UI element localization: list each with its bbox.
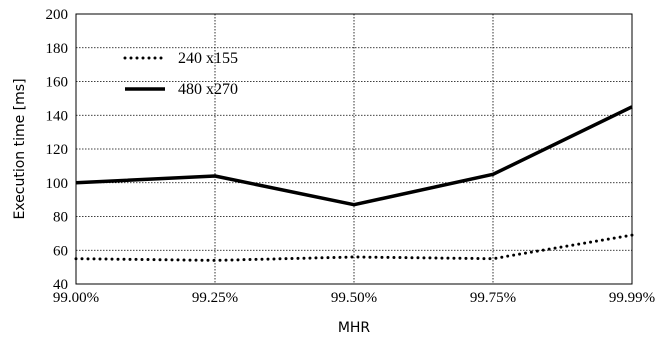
grid-lines	[76, 14, 632, 284]
y-tick-label: 180	[46, 41, 69, 57]
y-tick-label: 40	[53, 277, 68, 293]
y-tick-label: 60	[53, 243, 68, 259]
x-tick-label: 99.50%	[331, 290, 377, 306]
x-tick-label: 99.75%	[470, 290, 516, 306]
y-tick-label: 100	[46, 176, 69, 192]
x-tick-label: 99.99%	[609, 290, 655, 306]
x-tick-label: 99.25%	[192, 290, 238, 306]
legend: 240 x155 480 x270	[123, 50, 238, 98]
x-tick-label: 99.00%	[53, 290, 99, 306]
y-tick-label: 80	[53, 210, 68, 226]
plot-frame	[75, 13, 633, 285]
y-axis-title: Execution time [ms]	[12, 78, 28, 219]
series-line-2	[75, 105, 633, 207]
axis-ticks: 40 60 80 100 120 140 160 180 200 99.00% 99.25% 99.5…	[46, 7, 656, 306]
series-lines	[74, 105, 634, 262]
y-tick-label: 200	[46, 7, 69, 23]
y-tick-label: 140	[46, 108, 69, 124]
x-axis-title: MHR	[338, 320, 371, 336]
legend-label-2: 480 x270	[178, 81, 238, 98]
series-line-1	[74, 233, 634, 262]
y-tick-label: 120	[46, 142, 69, 158]
y-tick-label: 160	[46, 75, 69, 91]
legend-label-1: 240 x155	[178, 50, 238, 67]
